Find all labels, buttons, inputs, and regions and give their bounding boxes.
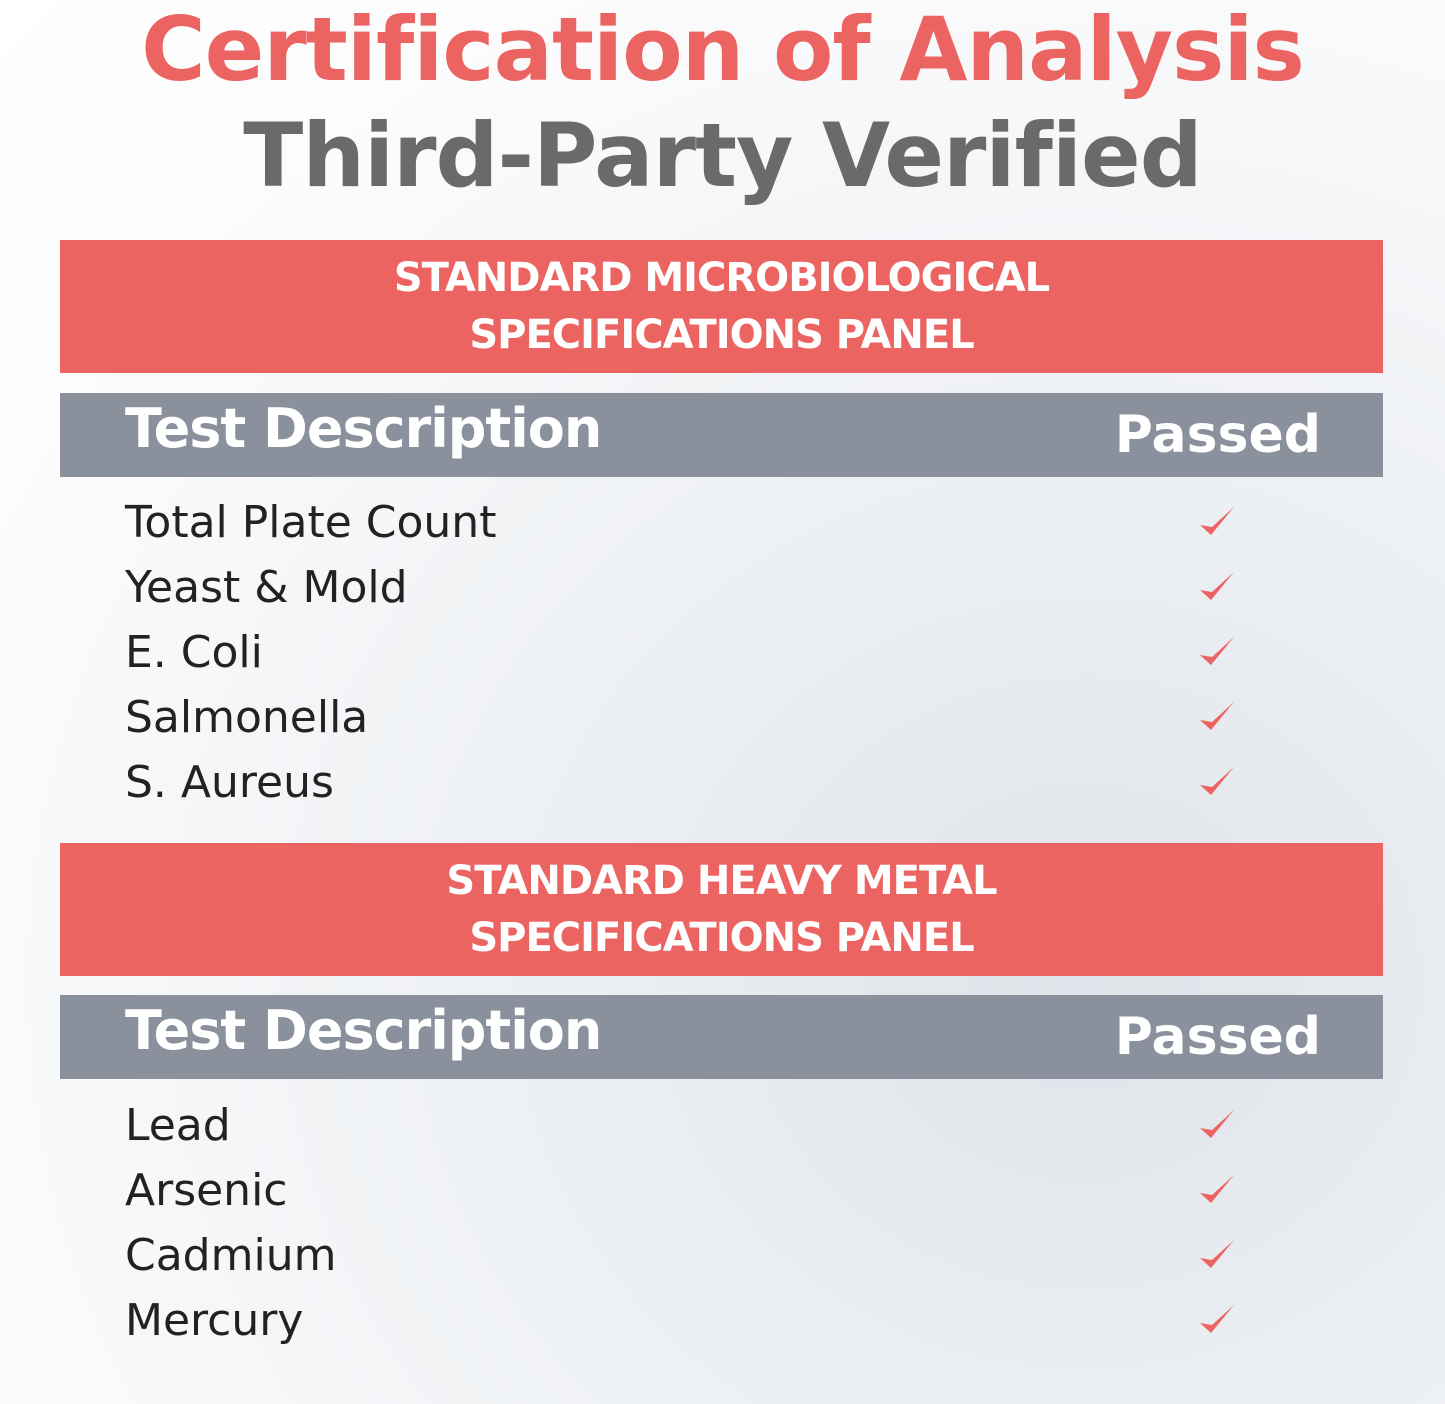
table-row: S. Aureus [125, 757, 1245, 822]
table-row: Yeast & Mold [125, 562, 1245, 627]
table-header: Test Description Passed [60, 393, 1383, 477]
test-name: Cadmium [125, 1230, 337, 1281]
table-row: Arsenic [125, 1165, 1245, 1230]
panel-heading: STANDARD MICROBIOLOGICAL SPECIFICATIONS … [60, 240, 1383, 373]
test-name: Total Plate Count [125, 497, 497, 548]
table-row: E. Coli [125, 627, 1245, 692]
test-name: Mercury [125, 1295, 304, 1346]
table-row: Lead [125, 1100, 1245, 1165]
checkmark-icon [1200, 1175, 1234, 1203]
title-line1: Certification of Analysis [141, 0, 1305, 101]
test-name: Arsenic [125, 1165, 288, 1216]
title-line2: Third-Party Verified [243, 104, 1202, 207]
column-passed: Passed [1114, 405, 1321, 465]
panel-heading-line2: SPECIFICATIONS PANEL [469, 312, 974, 358]
column-passed: Passed [1114, 1007, 1321, 1067]
table-row: Total Plate Count [125, 497, 1245, 562]
table-row: Salmonella [125, 692, 1245, 757]
test-name: S. Aureus [125, 757, 334, 808]
checkmark-icon [1200, 1305, 1234, 1333]
panel-heading: STANDARD HEAVY METAL SPECIFICATIONS PANE… [60, 843, 1383, 976]
checkmark-icon [1200, 1110, 1234, 1138]
panel-heading-line1: STANDARD MICROBIOLOGICAL [393, 255, 1050, 301]
checkmark-icon [1200, 702, 1234, 730]
checkmark-icon [1200, 1240, 1234, 1268]
table-row: Cadmium [125, 1230, 1245, 1295]
test-name: E. Coli [125, 627, 263, 678]
table-header: Test Description Passed [60, 995, 1383, 1079]
panel-heading-line1: STANDARD HEAVY METAL [446, 858, 997, 904]
checkmark-icon [1200, 572, 1234, 600]
column-test-description: Test Description [125, 397, 602, 460]
checkmark-icon [1200, 507, 1234, 535]
checkmark-icon [1200, 637, 1234, 665]
checkmark-icon [1200, 767, 1234, 795]
panel-heading-line2: SPECIFICATIONS PANEL [469, 915, 974, 961]
test-name: Salmonella [125, 692, 369, 743]
table-row: Mercury [125, 1295, 1245, 1360]
test-name: Lead [125, 1100, 231, 1151]
test-name: Yeast & Mold [125, 562, 408, 613]
column-test-description: Test Description [125, 999, 602, 1062]
